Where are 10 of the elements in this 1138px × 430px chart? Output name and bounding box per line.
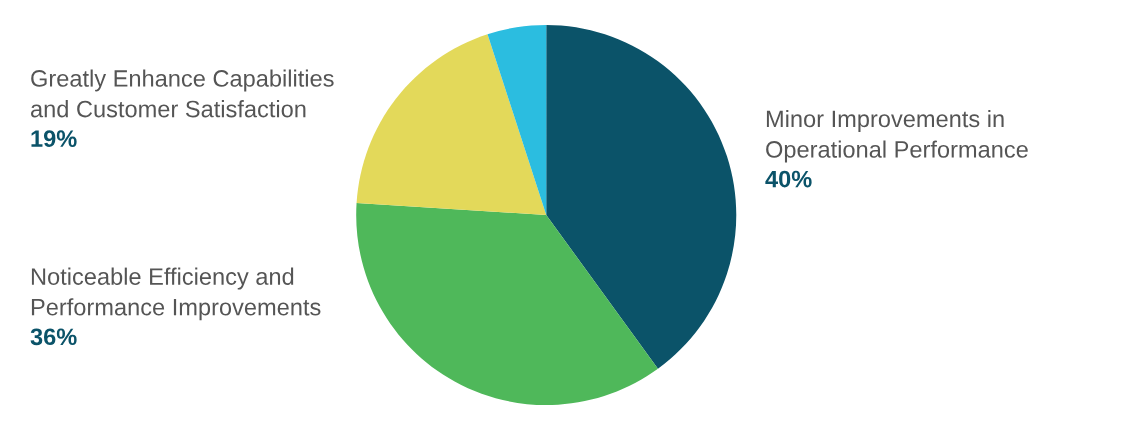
data-label: 40% bbox=[765, 170, 812, 188]
pie-slice bbox=[546, 24, 737, 369]
slice-label: Minor Improvements in Operational Performance bbox=[766, 109, 1028, 163]
slice-label: Greatly Enhance Capabilities and Customer Satisfaction bbox=[31, 69, 334, 118]
data-label: 36% bbox=[30, 328, 77, 346]
data-label: 19% bbox=[31, 130, 77, 148]
pie-slice bbox=[356, 203, 658, 406]
slice-label: Noticeable Efficiency and Performance Improvements bbox=[31, 267, 321, 321]
pie-slice bbox=[487, 24, 547, 215]
pie-slice bbox=[356, 34, 547, 215]
